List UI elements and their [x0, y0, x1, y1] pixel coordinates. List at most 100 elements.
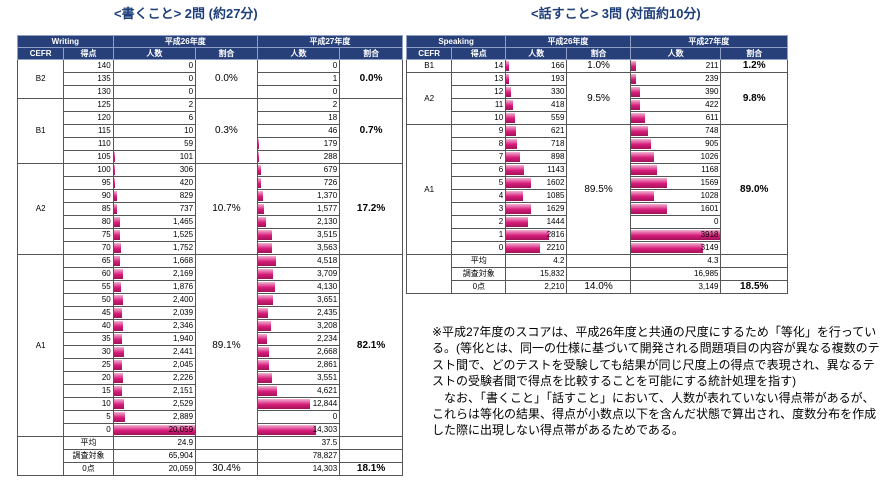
table-row: 25 2,045 2,861	[18, 358, 403, 372]
count-value: 1,752	[173, 243, 194, 252]
count-bar-cell: 1602	[505, 176, 568, 190]
score-cell: 80	[63, 215, 114, 229]
score-cell: 14	[451, 59, 507, 73]
score-cell: 65	[63, 254, 114, 268]
summary-value: 65,904	[112, 449, 197, 463]
score-cell: 95	[63, 176, 114, 190]
count-bar-cell: 418	[505, 98, 568, 112]
header-row-columns: CEFR 得点 人数 割合 人数 割合	[16, 47, 403, 60]
count-bar	[631, 152, 655, 162]
count-value: 3,208	[317, 321, 338, 330]
count-value: 3,709	[317, 269, 338, 278]
summary-label: 平均	[451, 254, 507, 268]
count-value: 1028	[700, 191, 719, 200]
table-row: 55 1,876 4,130	[18, 280, 403, 294]
count-bar	[506, 152, 520, 162]
table-row: B1 125 2 0.3% 2 0.7%	[16, 98, 403, 164]
count-value: 3,551	[317, 373, 338, 382]
count-bar-cell: 6	[112, 111, 197, 125]
summary-row: 調査対象 65,904 78,827	[16, 449, 403, 463]
count-value: 748	[705, 126, 719, 135]
count-bar	[114, 373, 123, 383]
table-row: 40 2,346 3,208	[18, 319, 403, 333]
count-bar-cell: 1085	[505, 189, 568, 203]
count-bar	[258, 360, 270, 370]
count-value: 621	[551, 126, 565, 135]
count-value: 0	[332, 412, 338, 421]
summary-ratio	[720, 267, 788, 281]
count-bar-cell: 1,525	[112, 228, 197, 242]
count-value: 420	[179, 178, 194, 187]
score-cell: 115	[63, 124, 114, 138]
count-bar-cell: 193	[505, 72, 568, 86]
summary-label: 調査対象	[63, 449, 114, 463]
count-bar	[506, 139, 518, 149]
count-bar-cell: 3,709	[256, 267, 341, 281]
count-value: 737	[179, 204, 194, 213]
count-bar-cell: 1629	[505, 202, 568, 216]
count-bar-cell: 14,303	[256, 423, 341, 437]
header-row-years: Speaking 平成26年度 平成27年度	[405, 35, 789, 48]
count-bar	[506, 74, 510, 84]
summary-value: 4.2	[505, 254, 568, 268]
count-value: 2,861	[317, 360, 338, 369]
count-bar	[114, 295, 124, 305]
summary-ratio	[566, 267, 631, 281]
count-value: 46	[328, 126, 338, 135]
count-bar-cell: 10	[112, 124, 197, 138]
count-bar-cell: 288	[256, 150, 341, 164]
count-value: 2	[188, 100, 194, 109]
count-bar	[258, 282, 275, 292]
count-bar-cell: 0	[629, 215, 722, 229]
group-ratio: 9.8%	[720, 72, 788, 125]
count-bar	[114, 204, 117, 214]
score-cell: 4	[451, 189, 507, 203]
blank-cell	[16, 436, 64, 450]
count-bar-cell: 0	[256, 85, 341, 99]
count-bar	[631, 243, 703, 253]
count-bar	[114, 230, 120, 240]
count-value: 2,226	[173, 373, 194, 382]
count-header: 人数	[112, 47, 197, 60]
count-bar	[506, 178, 531, 188]
count-bar	[114, 243, 121, 253]
count-bar-cell: 2210	[505, 241, 568, 255]
count-bar	[258, 256, 277, 266]
count-value: 0	[188, 74, 194, 83]
count-value: 1444	[546, 217, 565, 226]
summary-value: 14,303	[256, 462, 341, 476]
count-bar-cell: 1569	[629, 176, 722, 190]
count-bar	[114, 425, 195, 435]
table-row: 85 737 1,577	[18, 202, 403, 216]
count-header: 人数	[256, 47, 341, 60]
score-cell: 90	[63, 189, 114, 203]
score-cell: 130	[63, 85, 114, 99]
count-value: 1,668	[173, 256, 194, 265]
count-value: 718	[551, 139, 565, 148]
year-27-header: 平成27年度	[629, 35, 789, 48]
count-bar-cell: 1	[256, 72, 341, 86]
count-bar-cell: 2,861	[256, 358, 341, 372]
count-bar	[114, 321, 124, 331]
count-bar-cell: 2	[256, 98, 341, 112]
score-cell: 8	[451, 137, 507, 151]
count-value: 288	[323, 152, 338, 161]
count-bar-cell: 2,045	[112, 358, 197, 372]
count-bar-cell: 2,435	[256, 306, 341, 320]
blank-cell	[405, 280, 452, 294]
header-row-columns: CEFR 得点 人数 割合 人数 割合	[405, 47, 788, 60]
header-row-years: Writing 平成26年度 平成27年度	[17, 35, 404, 48]
cefr-level: A2	[405, 72, 453, 125]
count-value: 1	[332, 74, 338, 83]
count-bar-cell: 2,400	[112, 293, 197, 307]
count-bar	[114, 217, 120, 227]
count-value: 1085	[546, 191, 565, 200]
count-bar	[506, 113, 515, 123]
count-bar-cell: 420	[112, 176, 197, 190]
count-bar-cell: 166	[505, 59, 568, 73]
count-bar-cell: 2,346	[112, 319, 197, 333]
count-bar-cell: 3,651	[256, 293, 341, 307]
count-bar	[258, 230, 273, 240]
count-bar	[114, 178, 116, 188]
count-value: 10	[184, 126, 194, 135]
